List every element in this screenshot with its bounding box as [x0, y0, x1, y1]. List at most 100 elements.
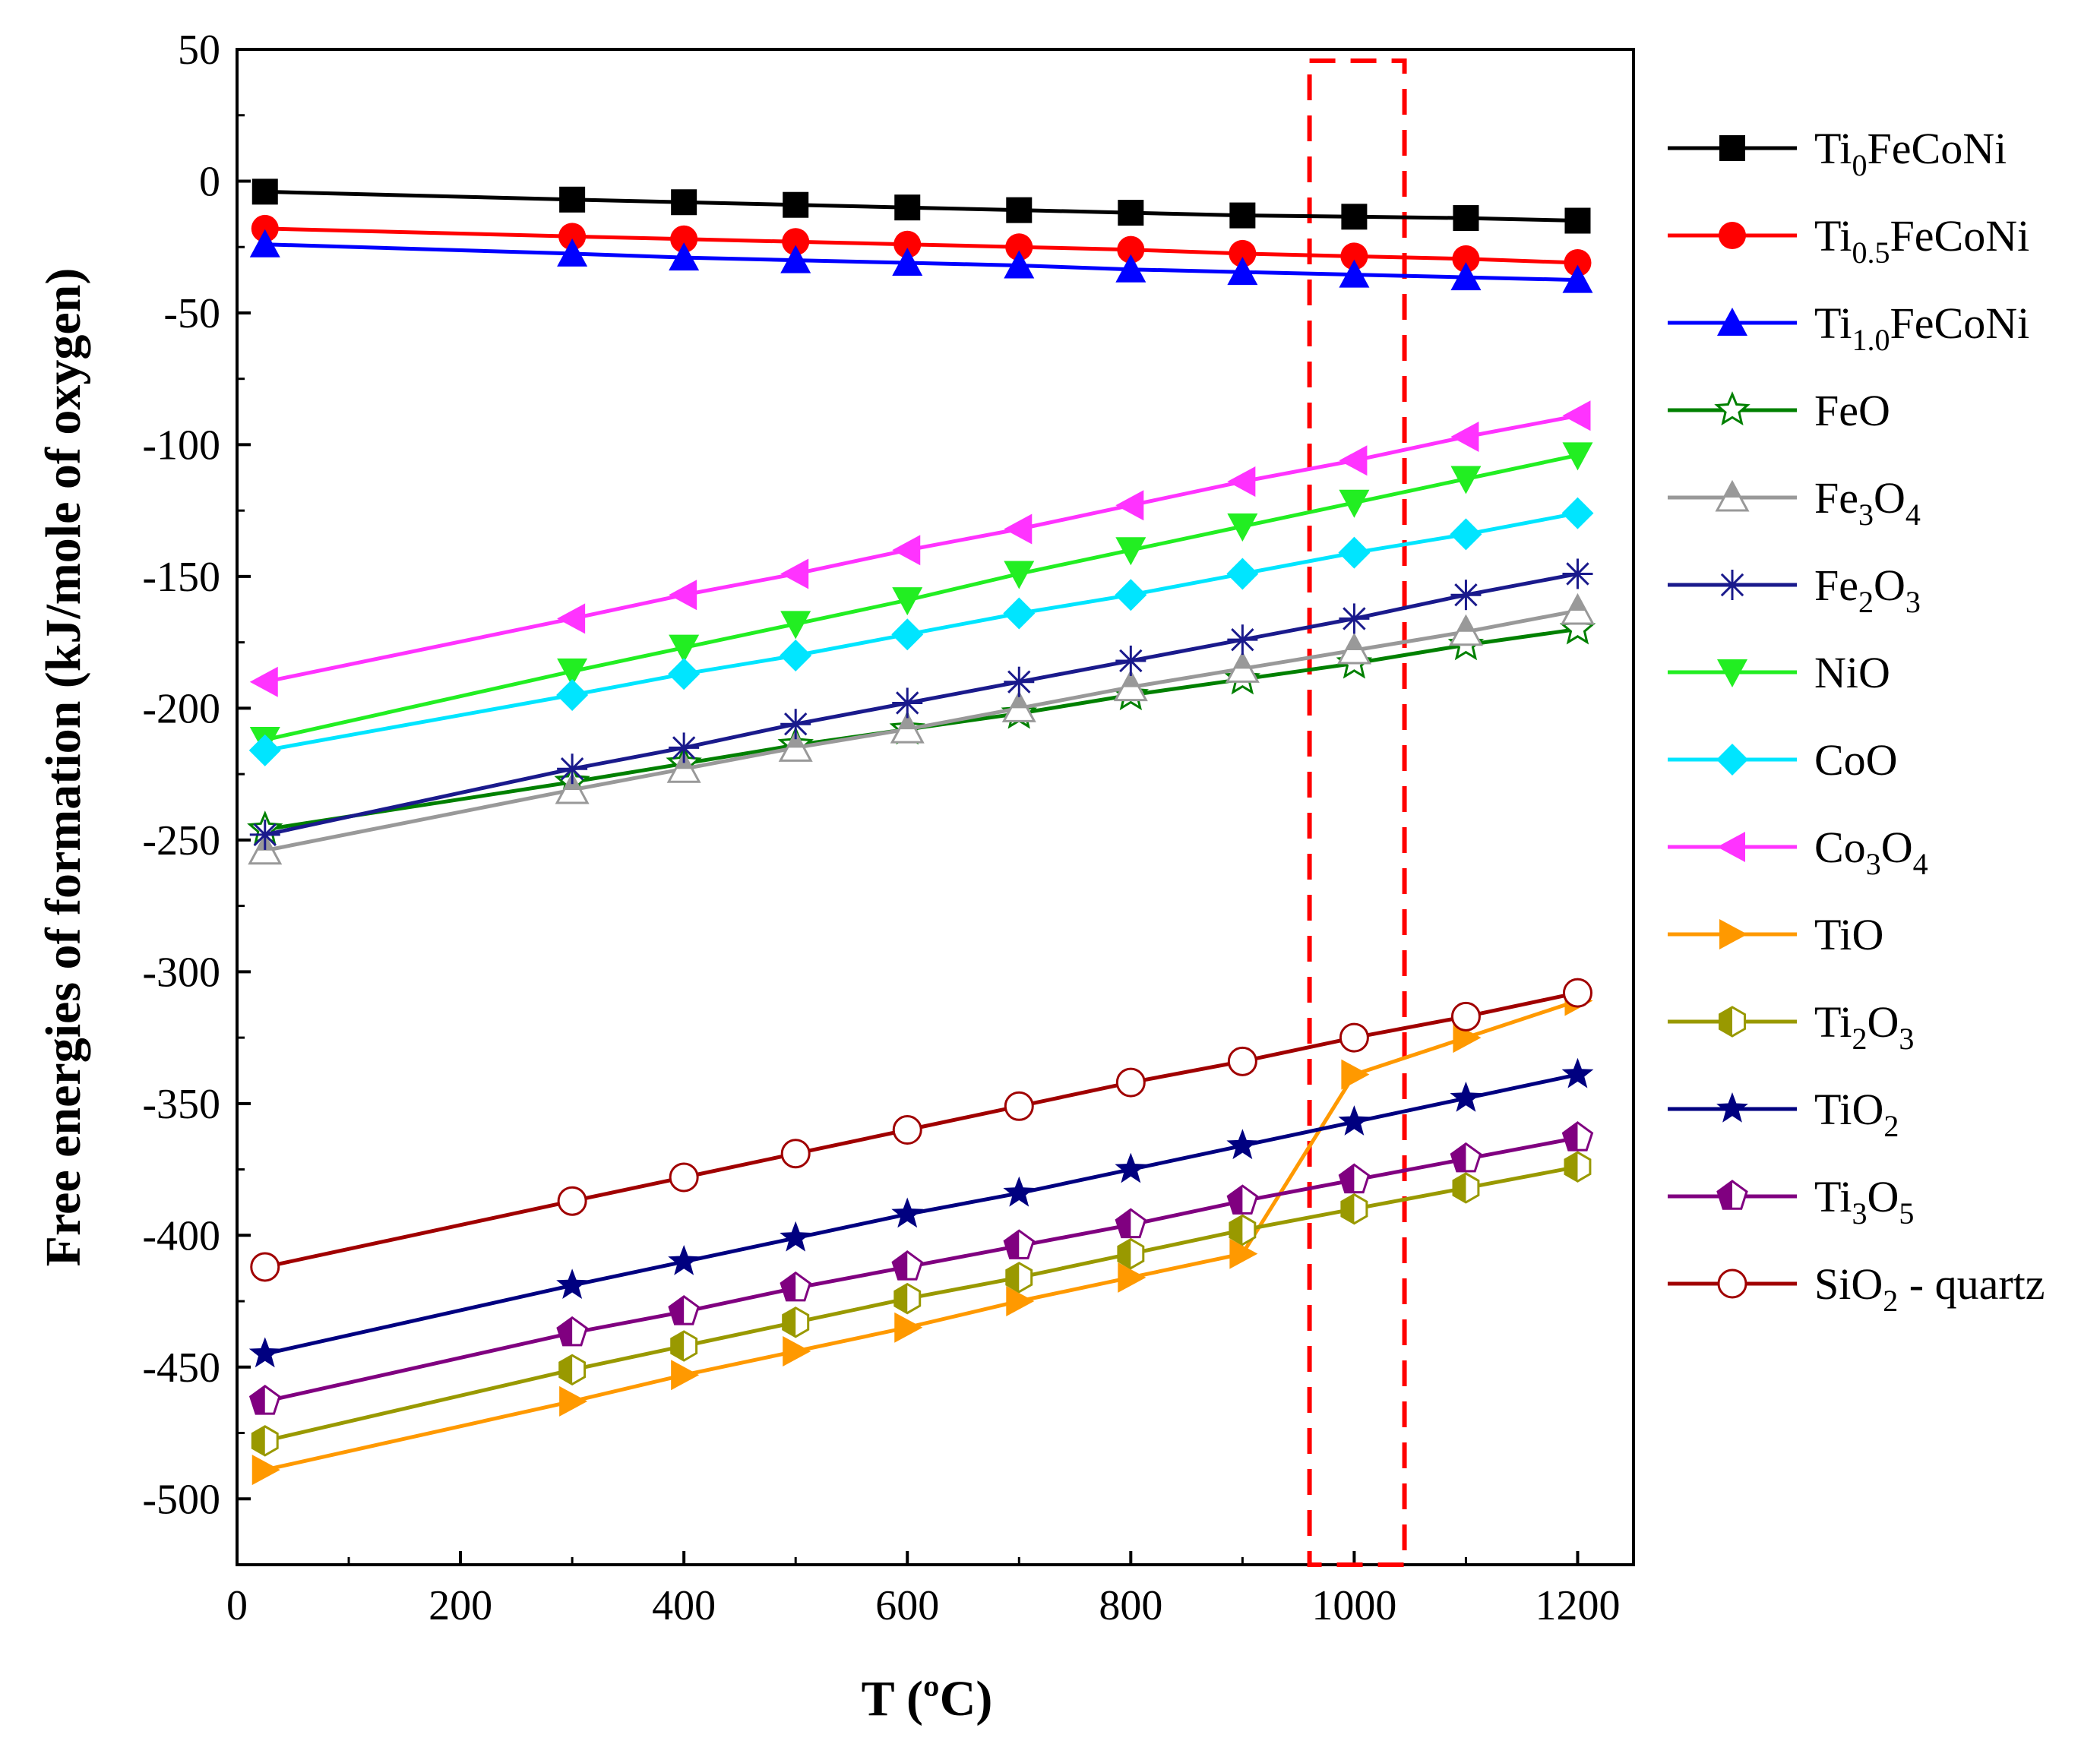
marker-shape — [1338, 536, 1371, 569]
marker-shape — [1115, 254, 1146, 283]
series-ti0-5feconi — [251, 214, 1592, 277]
marker-fill — [894, 1284, 908, 1313]
marker-shape — [1226, 1129, 1259, 1160]
plot-frame — [236, 48, 1635, 1566]
legend-marker — [1717, 832, 1745, 862]
y-tick-label: -100 — [142, 422, 220, 469]
marker-shape — [1004, 513, 1033, 545]
data-point — [893, 230, 922, 258]
marker-shape — [1004, 250, 1035, 279]
series-line — [264, 608, 1578, 853]
legend-label-text: Ti — [1814, 299, 1852, 348]
legend-entry: Fe3O4 — [1668, 473, 1921, 532]
marker-shape — [559, 186, 586, 213]
marker-fill — [1719, 1007, 1732, 1036]
legend-label-text: Ti — [1814, 997, 1852, 1047]
marker-shape — [1339, 1022, 1369, 1053]
series-line — [264, 1073, 1579, 1356]
legend-label-text: TiO — [1814, 910, 1883, 959]
marker-shape — [559, 1385, 588, 1417]
data-point — [780, 1221, 812, 1252]
marker-fill — [669, 1296, 685, 1325]
legend-label-subscript: 4 — [1905, 498, 1921, 532]
marker-shape — [780, 640, 812, 671]
marker-shape — [783, 1335, 811, 1366]
marker-shape — [1717, 1269, 1747, 1299]
data-point — [1561, 1121, 1594, 1152]
marker-shape — [1716, 1092, 1748, 1123]
legend-label-subscript: 1.0 — [1852, 323, 1890, 357]
marker-shape — [1564, 207, 1591, 234]
legend-label-text: Co — [1814, 823, 1866, 872]
legend-label-subscript: 3 — [1852, 1196, 1868, 1231]
data-point — [780, 1271, 811, 1302]
series-ti3o5 — [248, 1121, 1594, 1415]
marker-shape — [1719, 919, 1747, 949]
legend-entry: Ti2O3 — [1668, 997, 1914, 1056]
data-point — [1448, 614, 1483, 646]
marker-shape — [892, 535, 921, 566]
marker-fill — [1563, 1122, 1578, 1151]
legend-label: Fe2O3 — [1814, 561, 1921, 619]
marker-shape — [1227, 513, 1258, 542]
series-tio — [251, 985, 1593, 1486]
series-co3o4 — [249, 400, 1591, 697]
marker-shape — [671, 189, 697, 216]
marker-fill — [252, 1426, 265, 1455]
marker-shape — [1452, 245, 1480, 273]
data-point — [557, 1186, 587, 1216]
legend-label-text: FeCoNi — [1890, 211, 2030, 261]
marker-fill — [783, 1307, 796, 1337]
data-point — [1003, 1229, 1036, 1259]
marker-shape — [780, 1221, 812, 1252]
marker-shape — [1450, 262, 1482, 291]
marker-shape — [248, 1337, 281, 1368]
data-point — [248, 1385, 281, 1415]
data-point — [1450, 1001, 1481, 1032]
data-point — [1336, 632, 1371, 665]
data-point — [1339, 445, 1368, 476]
data-point — [893, 1282, 922, 1315]
marker-shape — [1562, 400, 1591, 431]
x-tick-label: 1000 — [1311, 1582, 1396, 1629]
marker-fill — [1006, 1262, 1020, 1292]
marker-shape — [669, 580, 697, 611]
marker-shape — [782, 228, 810, 256]
marker-shape — [1720, 573, 1744, 597]
marker-shape — [249, 229, 280, 257]
data-point — [1227, 624, 1258, 656]
legend-entry: Co3O4 — [1668, 823, 1928, 881]
data-point — [1118, 200, 1144, 226]
x-tick-label: 200 — [429, 1582, 492, 1629]
marker-shape — [557, 603, 586, 634]
y-tick-label: -150 — [142, 554, 220, 601]
marker-shape — [1564, 249, 1592, 277]
series-ti0feconi — [251, 179, 1591, 234]
data-point — [1338, 1105, 1371, 1136]
marker-shape — [1450, 518, 1482, 551]
data-point — [780, 558, 809, 589]
legend-label: NiO — [1814, 648, 1890, 697]
data-point — [892, 1115, 922, 1145]
marker-shape — [1339, 489, 1370, 518]
data-point — [248, 1337, 281, 1368]
series-coo — [248, 497, 1594, 766]
marker-shape — [1007, 670, 1031, 693]
marker-shape — [892, 1115, 922, 1145]
data-point — [1564, 207, 1591, 234]
legend-label-subscript: 2 — [1883, 1109, 1899, 1143]
marker-shape — [1229, 239, 1257, 267]
data-point — [1450, 262, 1482, 291]
marker-shape — [1341, 1059, 1370, 1090]
data-point — [556, 1316, 588, 1347]
y-tick-label: -400 — [142, 1212, 220, 1259]
legend-label: Ti0FeCoNi — [1814, 124, 2007, 182]
marker-fill — [1570, 596, 1586, 611]
data-point — [1227, 513, 1258, 542]
legend-entry: Ti3O5 — [1668, 1172, 1914, 1231]
marker-fill — [1346, 635, 1362, 651]
series-line — [264, 1164, 1578, 1443]
marker-shape — [1115, 490, 1144, 521]
marker-shape — [1229, 202, 1256, 229]
